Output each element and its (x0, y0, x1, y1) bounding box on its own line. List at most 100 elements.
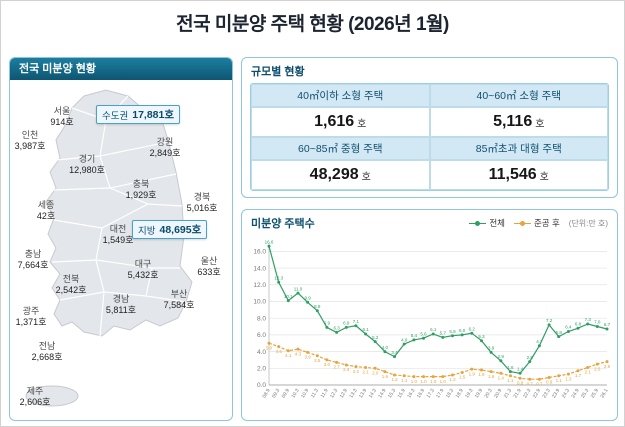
svg-text:0.9: 0.9 (546, 380, 553, 385)
svg-text:8.9: 8.9 (314, 304, 321, 309)
svg-text:13.9: 13.9 (358, 388, 368, 400)
data-point (595, 362, 599, 366)
data-point (364, 332, 368, 336)
data-point (470, 367, 474, 371)
svg-text:1.0: 1.0 (411, 379, 418, 384)
svg-text:10.0: 10.0 (253, 299, 266, 306)
svg-text:24.3: 24.3 (561, 388, 571, 400)
data-point (296, 291, 300, 295)
svg-text:16.6: 16.6 (265, 240, 274, 245)
svg-text:2.1: 2.1 (362, 370, 369, 375)
map-region-seoul: 서울 914호 (50, 106, 74, 128)
svg-text:5.2: 5.2 (372, 335, 379, 340)
map-region-gyeongbuk: 경북 5,016호 (186, 192, 218, 214)
data-point (499, 371, 503, 375)
svg-text:15.3: 15.3 (387, 388, 397, 400)
svg-text:16.9: 16.9 (416, 388, 426, 400)
size-cell-label: 40~60㎡ 소형 주택 (429, 84, 608, 107)
svg-text:22.9: 22.9 (532, 388, 542, 400)
svg-text:0.0: 0.0 (257, 382, 266, 389)
data-point (508, 374, 512, 378)
size-panel: 규모별 현황 40㎡이하 소형 주택 40~60㎡ 소형 주택 1,616 호 … (241, 57, 618, 198)
data-point (286, 349, 290, 353)
map-callout-sudogwon: 수도권 17,881호 (96, 105, 181, 124)
size-panel-header: 규모별 현황 (251, 66, 305, 78)
data-point (576, 369, 580, 373)
svg-text:3.9: 3.9 (488, 346, 495, 351)
svg-text:16.3: 16.3 (406, 388, 416, 400)
data-point (344, 363, 348, 367)
svg-text:5.4: 5.4 (411, 333, 418, 338)
svg-text:1.8: 1.8 (478, 372, 485, 377)
svg-text:4.9: 4.9 (401, 337, 408, 342)
svg-text:09.3: 09.3 (271, 388, 281, 400)
svg-text:1.4: 1.4 (517, 367, 524, 372)
svg-text:5.3: 5.3 (478, 334, 485, 339)
data-point (528, 360, 532, 364)
svg-text:10.1: 10.1 (284, 294, 293, 299)
svg-text:20.9: 20.9 (493, 388, 503, 400)
data-point (335, 360, 339, 364)
data-point (557, 335, 561, 339)
size-table: 40㎡이하 소형 주택 40~60㎡ 소형 주택 1,616 호 5,116 호… (250, 83, 609, 191)
svg-text:2.0: 2.0 (257, 365, 266, 372)
svg-text:2.9: 2.9 (498, 354, 505, 359)
svg-text:08.9: 08.9 (261, 388, 271, 400)
data-point (402, 374, 406, 378)
data-point (537, 377, 541, 381)
svg-text:25.9: 25.9 (590, 388, 600, 400)
svg-text:2.1: 2.1 (585, 370, 592, 375)
data-point (470, 331, 474, 335)
chart-title: 미분양 주택수 (251, 218, 315, 230)
svg-text:4.6: 4.6 (276, 349, 283, 354)
svg-text:6.9: 6.9 (324, 321, 331, 326)
map-region-gyeonggi: 경기 12,980호 (69, 154, 105, 176)
data-point (267, 341, 271, 345)
data-point (373, 340, 377, 344)
svg-text:7.1: 7.1 (353, 319, 360, 324)
legend-label-completed: 준공 후 (533, 218, 560, 228)
series-completed: 5.04.64.1 4.33.93.53.0 2.72.4 2.2 2.1 2.01.61… (266, 341, 611, 386)
svg-text:3.4: 3.4 (391, 350, 398, 355)
svg-text:7.0: 7.0 (594, 320, 601, 325)
svg-text:1.3: 1.3 (565, 376, 572, 381)
korea-map (25, 89, 193, 407)
svg-text:6.3: 6.3 (333, 326, 340, 331)
data-point (354, 365, 358, 369)
chart-unit-note: (단위:만 호) (568, 218, 608, 228)
svg-text:6.0: 6.0 (257, 332, 266, 339)
svg-text:9.9: 9.9 (304, 296, 311, 301)
gridlines-and-yaxis: 0.0 2.0 4.0 6.0 8.0 10.0 12.0 14.0 16.0 (253, 243, 607, 389)
data-point (547, 376, 551, 379)
svg-text:2.7: 2.7 (333, 365, 340, 370)
series-total: 16.612.310.111.09.98.96.96.36.9 7.16.15.2… (265, 240, 611, 375)
svg-text:0.7: 0.7 (527, 381, 534, 386)
data-point (586, 366, 590, 369)
data-point (566, 372, 570, 376)
data-point (489, 370, 493, 374)
svg-text:1.2: 1.2 (391, 377, 398, 382)
size-cell-value: 48,298 호 (251, 160, 430, 190)
data-point (306, 300, 310, 304)
data-point (393, 373, 396, 377)
data-point (286, 299, 290, 303)
svg-text:2.4: 2.4 (343, 367, 350, 372)
data-point (373, 366, 377, 370)
data-point (412, 375, 416, 379)
svg-text:1.6: 1.6 (488, 374, 495, 379)
svg-text:1.9: 1.9 (469, 371, 476, 376)
data-point (422, 336, 425, 340)
svg-text:0.8: 0.8 (517, 381, 524, 386)
map-callout-jibang: 지방 48,695호 (132, 220, 208, 239)
chart-panel: 미분양 주택수 전체 준공 후 (단위:만 호) 0.0 2.0 4.0 6.0 8.0… (241, 209, 618, 421)
svg-text:12.9: 12.9 (339, 388, 349, 400)
size-cell-value: 1,616 호 (251, 107, 430, 137)
svg-text:3.0: 3.0 (324, 362, 331, 367)
svg-text:22.3: 22.3 (522, 388, 532, 400)
svg-text:16.0: 16.0 (253, 249, 266, 256)
data-point (557, 374, 561, 378)
data-point (383, 370, 387, 374)
data-point (412, 338, 416, 342)
map-region-busan: 부산 7,584호 (163, 289, 195, 311)
